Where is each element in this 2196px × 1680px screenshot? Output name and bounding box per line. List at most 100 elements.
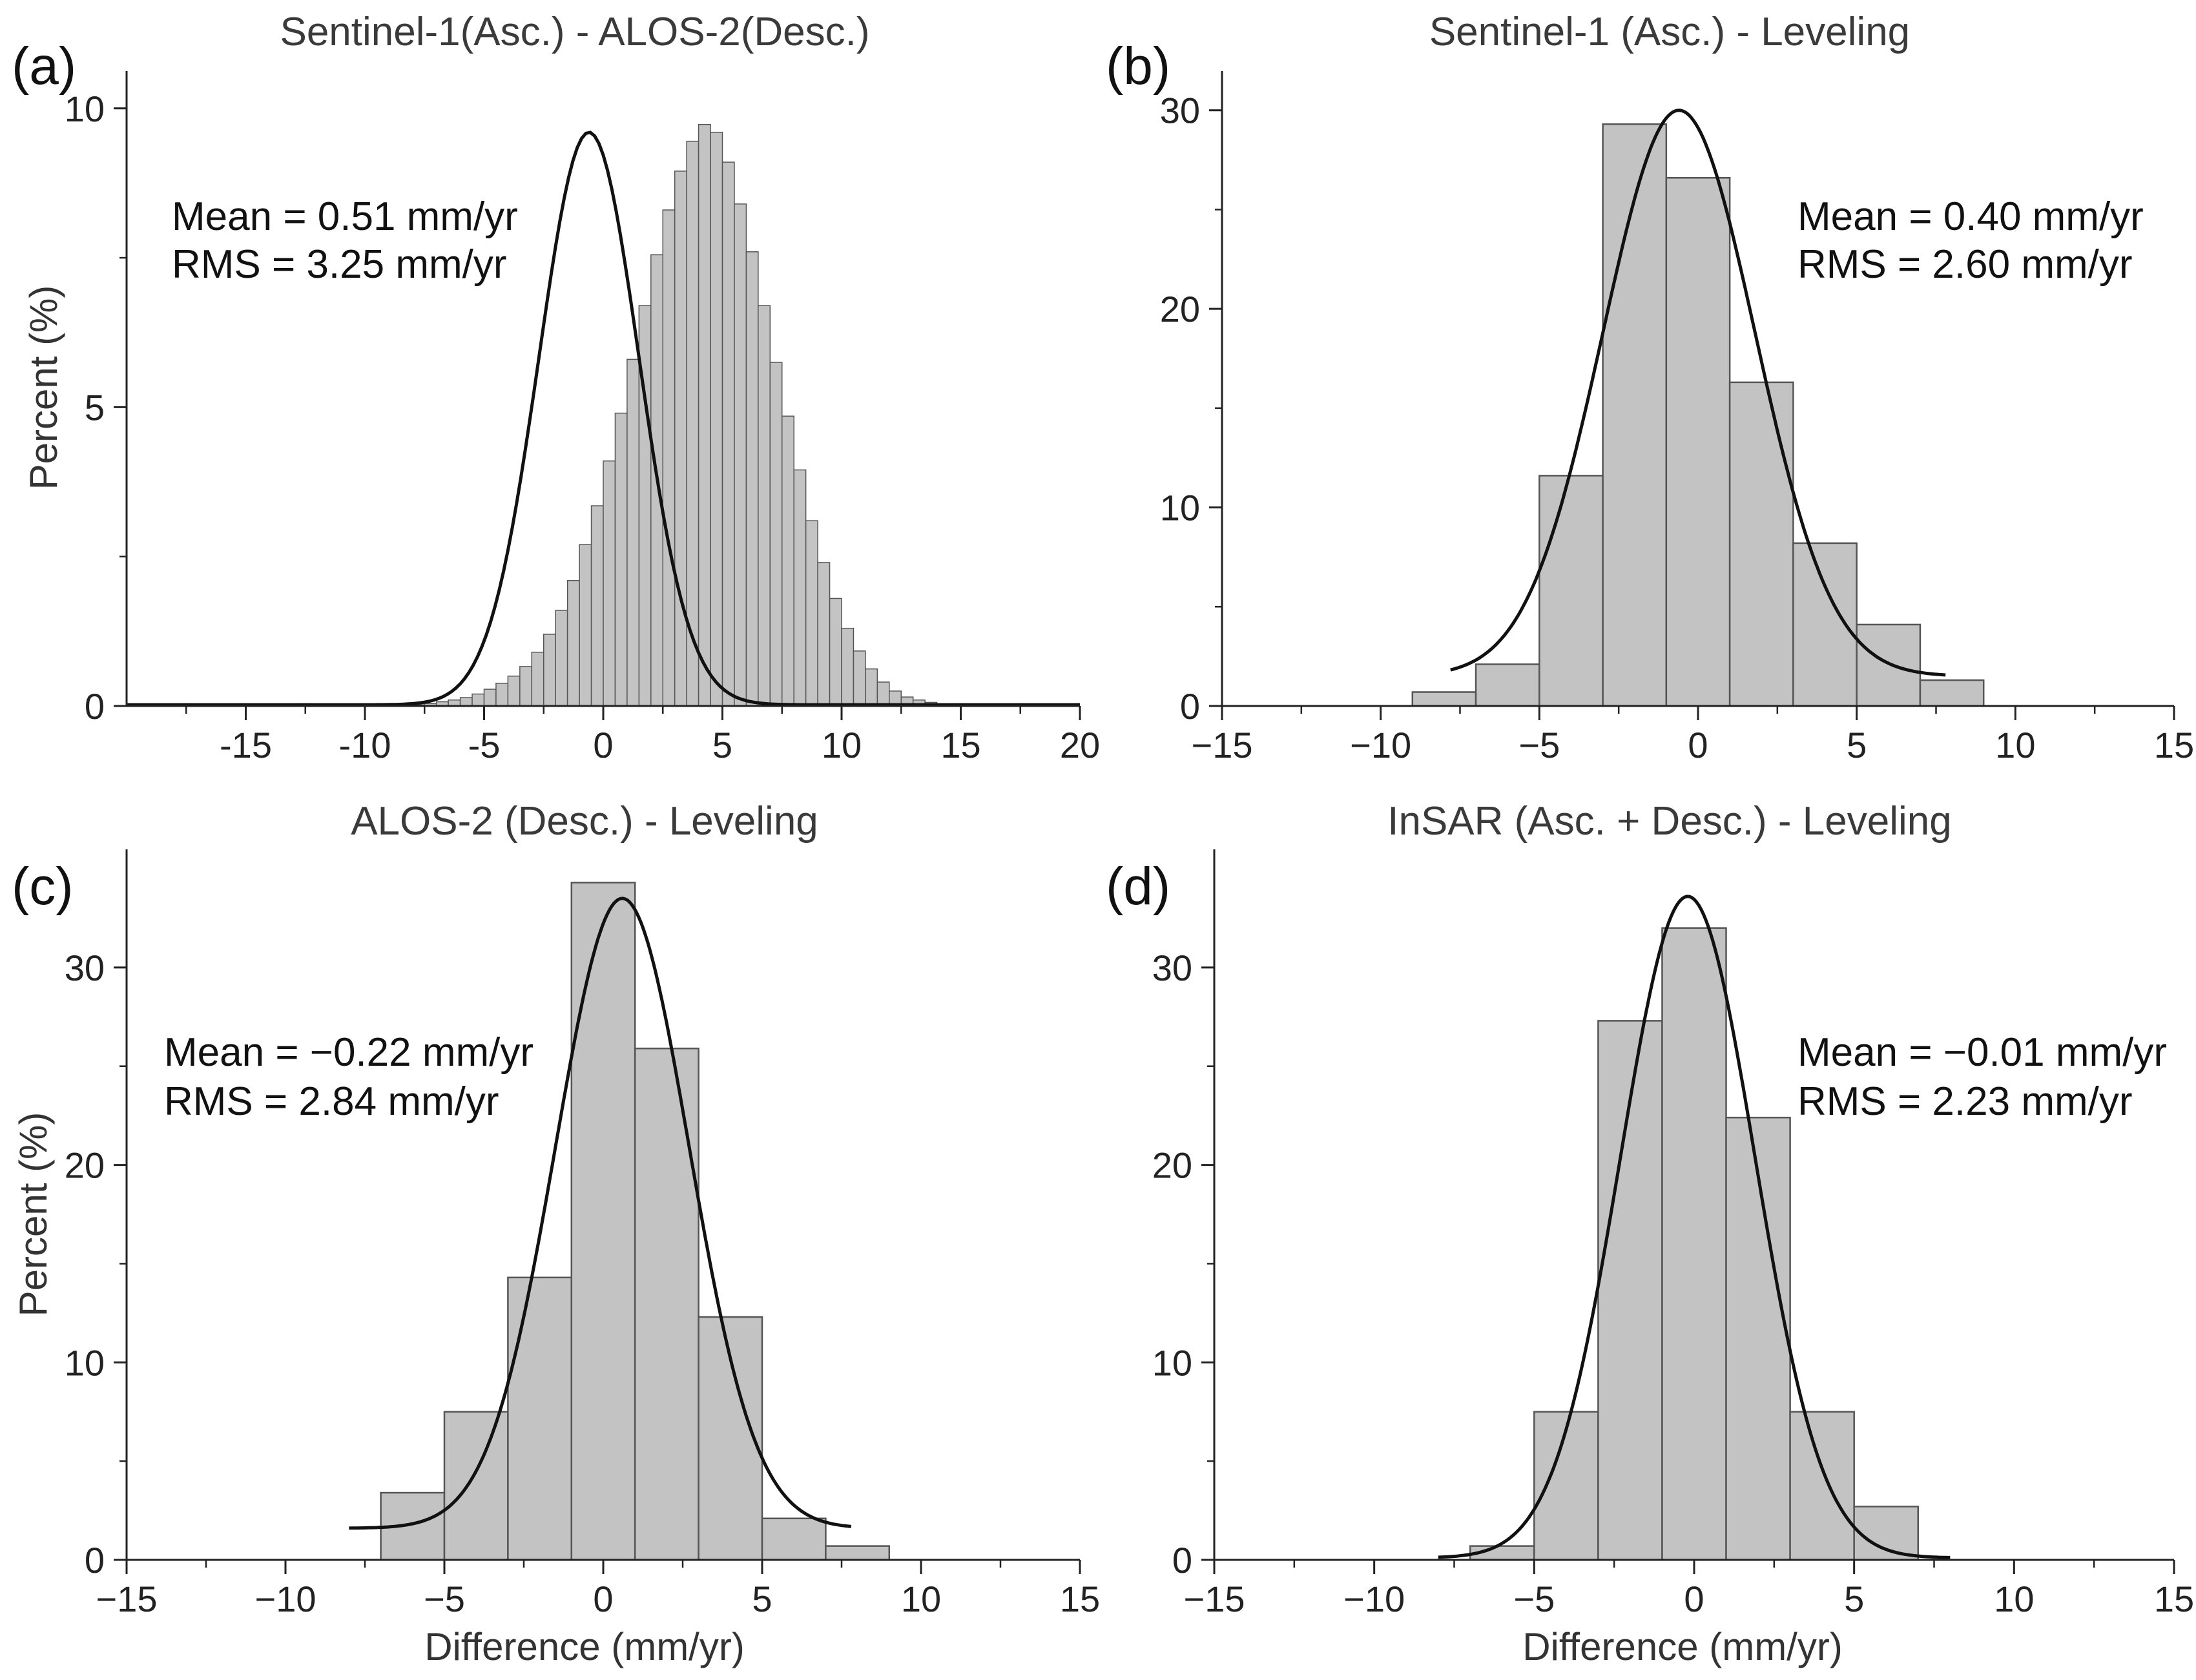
fit-curve [127, 130, 1080, 707]
x-tick-label: −10 [1343, 1579, 1405, 1619]
x-tick-label: 15 [2154, 1579, 2194, 1619]
rms-annotation: RMS = 3.25 mm/yr [172, 242, 507, 287]
x-tick-label: -15 [220, 725, 272, 765]
fit-curve [1438, 895, 1951, 1559]
histogram-bar [1661, 927, 1727, 1561]
histogram-bar [721, 161, 735, 707]
x-axis-label: Difference (mm/yr) [424, 1625, 745, 1668]
y-tick-label: 0 [1180, 686, 1200, 727]
x-tick-label: −5 [424, 1579, 465, 1619]
histogram-bar [1665, 177, 1731, 707]
histogram-bar [507, 675, 521, 707]
histogram-bar [590, 505, 604, 707]
histogram-bar [662, 209, 676, 707]
fit-curve [349, 897, 852, 1530]
x-tick-label: 10 [901, 1579, 941, 1619]
histogram-bar [805, 520, 818, 707]
histogram-bar [483, 689, 497, 707]
panel-label: (a) [12, 37, 76, 96]
histogram-bar [1919, 679, 1985, 707]
y-axis-label: Percent (%) [12, 1112, 55, 1317]
x-tick-label: 0 [593, 725, 613, 765]
histogram-bar [745, 251, 759, 707]
y-tick-label: 0 [85, 686, 105, 727]
histogram-bar [634, 1047, 699, 1561]
histogram-bar [443, 1411, 509, 1561]
histogram-bar [1602, 123, 1668, 707]
y-tick-label: 30 [1160, 90, 1200, 131]
y-tick-label: 0 [85, 1540, 105, 1581]
panel-label: (d) [1106, 857, 1170, 916]
fit-curve [1450, 109, 1946, 677]
chart-title: Sentinel-1 (Asc.) - Leveling [1429, 10, 1910, 54]
x-tick-label: −10 [1350, 725, 1411, 765]
x-tick-label: -10 [339, 725, 391, 765]
histogram-bar [1856, 623, 1922, 707]
histogram-bar [543, 634, 556, 707]
histogram-bar [1411, 691, 1477, 707]
chart-title: Sentinel-1(Asc.) - ALOS-2(Desc.) [280, 10, 869, 54]
x-tick-label: −15 [1192, 725, 1253, 765]
histogram-bar [758, 305, 771, 707]
chart-title: ALOS-2 (Desc.) - Leveling [351, 799, 818, 844]
rms-annotation: RMS = 2.23 mm/yr [1797, 1079, 2133, 1124]
y-tick-label: 10 [1160, 488, 1200, 528]
histogram-bar [471, 693, 485, 707]
histogram-bar [698, 123, 711, 707]
histogram-bar [579, 544, 592, 707]
panel-label: (c) [12, 857, 74, 916]
histogram-bar [841, 627, 855, 707]
y-axis-label: Percent (%) [22, 285, 65, 490]
panel-label: (b) [1106, 37, 1170, 96]
histogram-bar [603, 460, 616, 707]
x-tick-label: 0 [593, 1579, 613, 1619]
x-tick-label: 20 [1060, 725, 1100, 765]
histogram-bar [570, 882, 636, 1561]
histogram-bar [876, 681, 890, 707]
x-tick-label: 15 [1060, 1579, 1100, 1619]
histogram-bar [519, 666, 533, 707]
histogram-bar [1725, 1116, 1791, 1561]
histogram-bar [555, 610, 568, 707]
histogram-bar [865, 668, 878, 707]
y-tick-label: 0 [1172, 1540, 1192, 1581]
x-tick-label: 15 [2154, 725, 2194, 765]
mean-annotation: Mean = −0.22 mm/yr [164, 1030, 533, 1075]
histogram-bar [627, 358, 640, 707]
x-tick-label: 5 [1844, 1579, 1864, 1619]
histogram-bar [1475, 663, 1540, 707]
x-tick-label: -5 [468, 725, 501, 765]
y-tick-label: 30 [1152, 948, 1192, 988]
x-axis-label: Difference (mm/yr) [1522, 1625, 1843, 1668]
x-tick-label: 15 [940, 725, 980, 765]
histogram-bar [769, 362, 783, 707]
histogram-bar [674, 171, 687, 707]
chart-panel-b: −15 −10 −5 0 5 10 15 0 10 20 30 Sentinel-1 (Asc.) -… [1106, 10, 2194, 765]
histogram-bar [1538, 475, 1604, 707]
histogram-bar [825, 1545, 891, 1561]
chart-panel-c: −15 −10 −5 0 5 10 15 0 10 20 30 ALOS-2 (Desc.) - Le… [12, 799, 1100, 1668]
y-tick-label: 30 [65, 948, 105, 988]
rms-annotation: RMS = 2.60 mm/yr [1797, 242, 2133, 287]
histogram-bar [782, 415, 794, 707]
x-tick-label: 0 [1688, 725, 1708, 765]
x-tick-label: 5 [752, 1579, 772, 1619]
histogram-bar [1853, 1506, 1919, 1561]
y-tick-label: 20 [1160, 289, 1200, 329]
histogram-bar [829, 597, 842, 707]
histogram-bar [459, 697, 473, 707]
histogram-bar [710, 132, 723, 707]
x-tick-label: 10 [1995, 725, 2035, 765]
x-tick-label: 5 [712, 725, 732, 765]
x-tick-label: 10 [822, 725, 862, 765]
histogram-bar [761, 1517, 827, 1561]
histogram-bar [817, 562, 831, 707]
x-tick-label: 10 [1994, 1579, 2034, 1619]
y-tick-label: 20 [65, 1145, 105, 1186]
x-tick-label: −15 [96, 1579, 158, 1619]
mean-annotation: Mean = 0.51 mm/yr [172, 194, 518, 239]
mean-annotation: Mean = 0.40 mm/yr [1797, 194, 2144, 239]
chart-title: InSAR (Asc. + Desc.) - Leveling [1387, 799, 1951, 844]
histogram-bar [734, 203, 747, 707]
x-tick-label: 5 [1847, 725, 1867, 765]
